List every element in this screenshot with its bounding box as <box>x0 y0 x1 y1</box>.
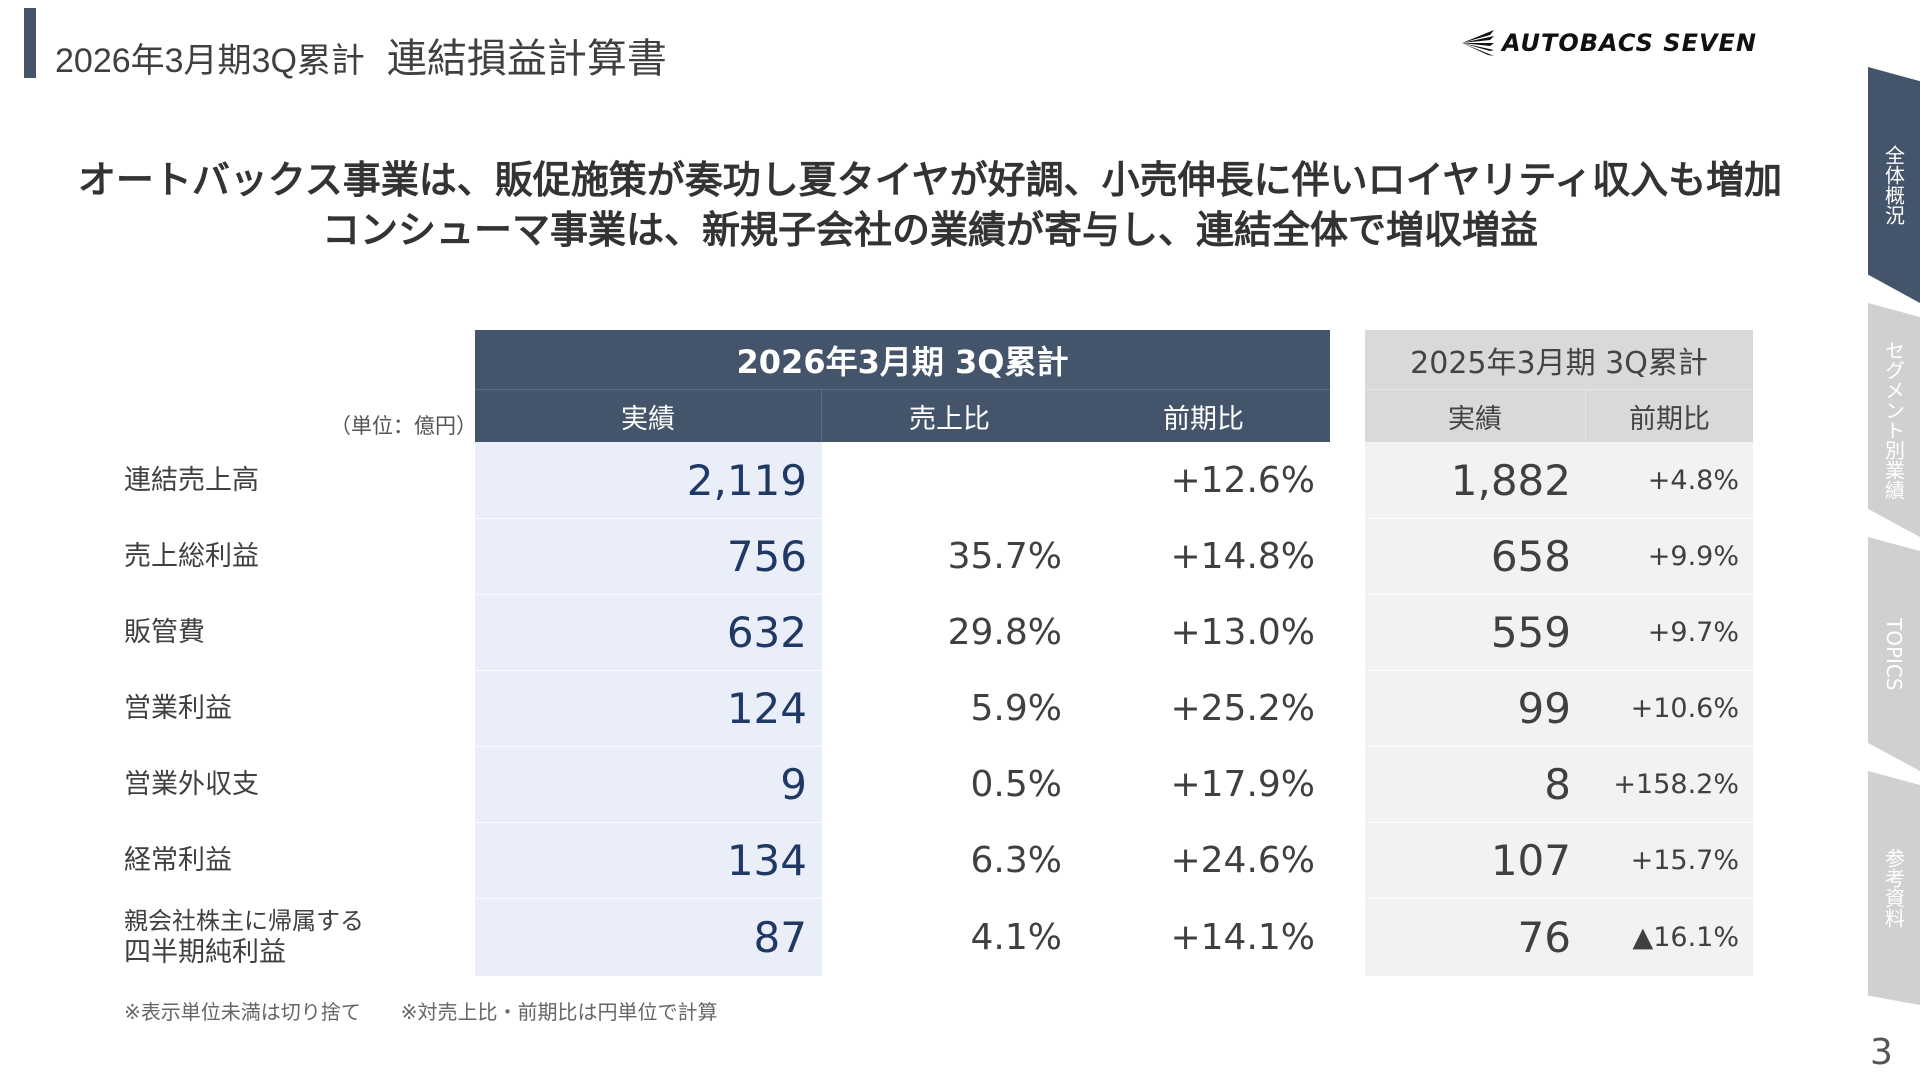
row-divider <box>475 822 1753 823</box>
sales-ratio-value: 35.7% <box>947 535 1062 577</box>
actual-value: 632 <box>726 607 807 657</box>
sales-ratio-value: 4.1% <box>970 916 1062 958</box>
yoy-value: +12.6% <box>1170 459 1315 501</box>
prior-yoy-value: +4.8% <box>1647 464 1739 496</box>
row-label-line: 販管費 <box>124 616 205 648</box>
logo-mark-icon <box>1462 30 1494 56</box>
row-label: 営業利益 <box>124 670 464 746</box>
company-logo: AUTOBACS SEVEN <box>1460 28 1757 58</box>
row-label-line: 売上総利益 <box>124 540 259 572</box>
actual-value: 124 <box>726 683 807 733</box>
prior-actual-value: 658 <box>1490 531 1571 581</box>
page-title: 2026年3月期3Q累計 連結損益計算書 <box>55 26 667 84</box>
prior-yoy-value: +9.7% <box>1647 616 1739 648</box>
row-label-line: 四半期純利益 <box>124 937 286 968</box>
col-header-sales-ratio: 売上比 <box>822 390 1077 442</box>
period-label: 2026年3月期3Q累計 <box>55 42 365 80</box>
col-header-actual: 実績 <box>475 390 822 442</box>
prior-actual-value: 99 <box>1517 683 1571 733</box>
current-actual-column-bg <box>475 442 822 976</box>
actual-value: 756 <box>726 531 807 581</box>
actual-value: 2,119 <box>686 455 807 505</box>
headline-line: コンシューマ事業は、新規子会社の業績が寄与し、連結全体で増収増益 <box>321 208 1538 252</box>
row-divider <box>475 670 1753 671</box>
row-label: 連結売上高 <box>124 442 464 518</box>
actual-value: 9 <box>780 759 807 809</box>
prior-col-header-actual: 実績 <box>1365 390 1586 442</box>
prior-yoy-value: +9.9% <box>1647 540 1739 572</box>
prior-yoy-value: ▲16.1% <box>1632 921 1739 953</box>
row-divider <box>475 898 1753 899</box>
title-accent-bar <box>24 8 36 78</box>
prior-column-bg <box>1365 442 1753 976</box>
prior-actual-value: 559 <box>1490 607 1571 657</box>
current-period-header: 2026年3月期 3Q累計 <box>475 330 1330 390</box>
sales-ratio-value: 5.9% <box>970 687 1062 729</box>
prior-yoy-value: +10.6% <box>1630 692 1739 724</box>
row-label: 親会社株主に帰属する 四半期純利益 <box>124 898 464 976</box>
side-tab[interactable]: セグメント別業績 <box>1868 303 1920 537</box>
row-divider <box>475 746 1753 747</box>
side-tab-label: 参考資料 <box>1881 848 1906 928</box>
row-label-line: 営業外収支 <box>124 768 259 800</box>
row-label-line: 経常利益 <box>124 844 232 876</box>
yoy-value: +24.6% <box>1170 839 1315 881</box>
prior-actual-value: 76 <box>1517 912 1571 962</box>
yoy-value: +14.8% <box>1170 535 1315 577</box>
yoy-value: +14.1% <box>1170 916 1315 958</box>
row-label-line: 親会社株主に帰属する <box>124 907 364 935</box>
sales-ratio-value <box>822 442 1077 518</box>
actual-value: 134 <box>726 835 807 885</box>
side-tab[interactable]: 全体概況 <box>1868 67 1920 303</box>
row-label-line: 営業利益 <box>124 692 232 724</box>
yoy-value: +17.9% <box>1170 763 1315 805</box>
sales-ratio-value: 0.5% <box>970 763 1062 805</box>
yoy-value: +25.2% <box>1170 687 1315 729</box>
logo-text: AUTOBACS SEVEN <box>1502 29 1758 57</box>
row-label: 売上総利益 <box>124 518 464 594</box>
row-label: 経常利益 <box>124 822 464 898</box>
prior-actual-value: 1,882 <box>1450 455 1571 505</box>
row-divider <box>475 594 1753 595</box>
sales-ratio-value: 29.8% <box>947 611 1062 653</box>
page-number: 3 <box>1870 1032 1893 1073</box>
title-text: 連結損益計算書 <box>386 37 667 81</box>
unit-label: （単位：億円） <box>330 414 477 438</box>
prior-yoy-value: +158.2% <box>1613 768 1739 800</box>
prior-actual-value: 8 <box>1544 759 1571 809</box>
headline: オートバックス事業は、販促施策が奏功し夏タイヤが好調、小売伸長に伴いロイヤリティ… <box>60 155 1800 255</box>
yoy-value: +13.0% <box>1170 611 1315 653</box>
row-label: 販管費 <box>124 594 464 670</box>
prior-col-header-yoy: 前期比 <box>1586 390 1753 442</box>
sales-ratio-value: 6.3% <box>970 839 1062 881</box>
row-divider <box>475 518 1753 519</box>
headline-line: オートバックス事業は、販促施策が奏功し夏タイヤが好調、小売伸長に伴いロイヤリティ… <box>77 158 1783 202</box>
row-label-line: 連結売上高 <box>124 464 259 496</box>
row-label: 営業外収支 <box>124 746 464 822</box>
side-tab[interactable]: TOPICS <box>1868 537 1920 771</box>
side-tab-label: セグメント別業績 <box>1881 340 1906 500</box>
side-tab-label: 全体概況 <box>1881 145 1906 225</box>
actual-value: 87 <box>753 912 807 962</box>
prior-yoy-value: +15.7% <box>1630 844 1739 876</box>
side-tab-label: TOPICS <box>1882 617 1906 691</box>
side-tab[interactable]: 参考資料 <box>1868 771 1920 1005</box>
prior-period-header: 2025年3月期 3Q累計 <box>1365 330 1753 390</box>
col-header-yoy: 前期比 <box>1077 390 1330 442</box>
footnote: ※表示単位未満は切り捨て ※対売上比・前期比は円単位で計算 <box>124 1000 718 1024</box>
prior-actual-value: 107 <box>1490 835 1571 885</box>
